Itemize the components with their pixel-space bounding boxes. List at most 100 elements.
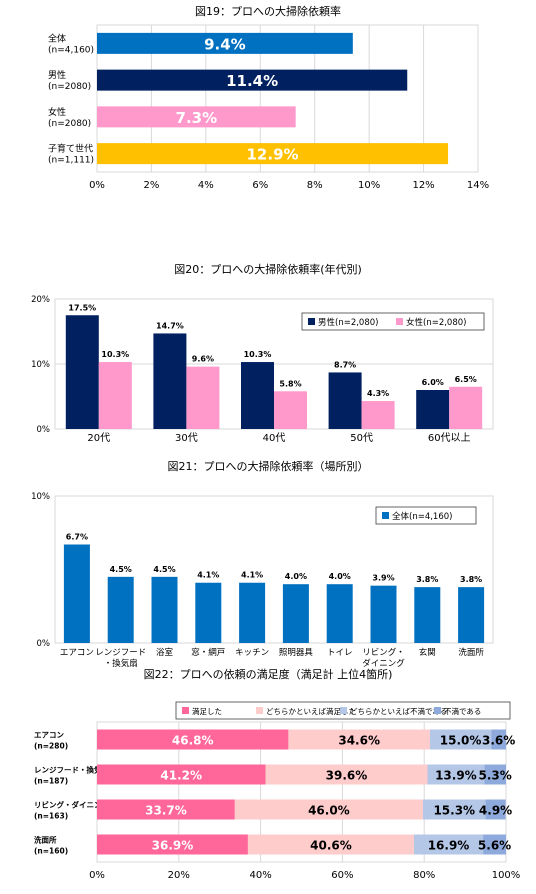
data-label: 5.6% xyxy=(478,839,511,853)
x-tick-label: 4% xyxy=(198,180,214,191)
data-label: 11.4% xyxy=(226,72,278,90)
data-label: 7.3% xyxy=(176,109,218,127)
data-label: 3.9% xyxy=(372,574,394,583)
x-tick-label: 80% xyxy=(413,870,435,881)
data-label: 34.6% xyxy=(338,734,380,748)
bar xyxy=(97,106,296,128)
y-tick-label: 20% xyxy=(31,295,50,305)
legend-swatch xyxy=(308,318,315,325)
legend-swatch xyxy=(256,707,263,714)
category-label: (n=160) xyxy=(34,847,68,856)
category-label: エアコン xyxy=(34,731,64,740)
data-label: 33.7% xyxy=(145,804,187,818)
category-label: (n=163) xyxy=(34,812,68,821)
data-label: 10.3% xyxy=(244,350,272,359)
bar xyxy=(370,585,397,643)
category-label: 窓・網戸 xyxy=(191,647,225,658)
bar xyxy=(282,584,309,643)
bar-segment xyxy=(491,729,506,750)
data-label: 6.0% xyxy=(422,378,444,387)
data-label: 6.5% xyxy=(455,375,477,384)
category-label: ダイニング xyxy=(362,658,405,669)
data-label: 14.7% xyxy=(156,321,184,330)
bar xyxy=(414,587,441,643)
bar-segment xyxy=(413,834,484,855)
x-tick-label: 14% xyxy=(467,180,489,191)
category-label: レンジフード・換気扇 xyxy=(34,765,109,775)
data-label: 5.8% xyxy=(279,379,301,388)
legend-label: 全体(n=4,160) xyxy=(392,511,452,522)
legend-label: どちらかといえば満足した xyxy=(266,707,356,716)
bar-segment xyxy=(427,764,485,785)
category-label: 玄関 xyxy=(419,647,436,658)
data-label: 5.3% xyxy=(479,769,512,783)
bar xyxy=(458,587,485,643)
data-label: 17.5% xyxy=(68,303,96,312)
bar xyxy=(241,362,274,429)
y-tick-label: 0% xyxy=(37,639,51,649)
data-label: 40.6% xyxy=(310,839,352,853)
bar xyxy=(326,584,353,643)
x-tick-label: 6% xyxy=(252,180,268,191)
data-label: 8.7% xyxy=(334,360,356,369)
legend-label: どちらかといえば不満である xyxy=(350,707,447,716)
bar-segment xyxy=(247,834,414,855)
bar xyxy=(449,386,483,429)
category-label: キッチン xyxy=(235,648,269,658)
data-label: 4.5% xyxy=(153,565,175,574)
bar-segment xyxy=(265,764,428,785)
data-label: 13.9% xyxy=(435,769,477,783)
bar xyxy=(274,391,307,429)
category-label: トイレ xyxy=(327,648,353,658)
category-label: (n=2080) xyxy=(48,82,91,92)
chart20: 0% 10% 20% 20代 17.5% 10.3% 30代 14.7% 9.6% 40代 10.3… xyxy=(31,295,494,444)
x-tick-label: 2% xyxy=(143,180,159,191)
data-label: 4.0% xyxy=(285,572,307,581)
data-label: 4.1% xyxy=(241,571,263,580)
bar-segment xyxy=(483,834,506,855)
legend-label: 満足した xyxy=(192,707,222,716)
data-label: 46.8% xyxy=(172,734,214,748)
x-tick-label: 8% xyxy=(307,180,323,191)
bar-segment xyxy=(97,799,235,820)
bar xyxy=(98,362,132,429)
legend-swatch xyxy=(382,512,389,519)
category-label: ・換気扇 xyxy=(104,658,138,669)
bar-segment xyxy=(422,799,486,820)
legend-swatch xyxy=(340,707,347,714)
bar xyxy=(97,143,449,165)
y-tick-label: 0% xyxy=(37,425,51,435)
chart20-title: 図20：プロへの大掃除依頼率(年代別) xyxy=(174,262,362,276)
legend-swatch xyxy=(434,707,441,714)
category-label: (n=4,160) xyxy=(48,45,94,55)
category-label: レンジフード xyxy=(95,648,146,658)
data-label: 15.0% xyxy=(440,734,482,748)
bar xyxy=(65,315,99,429)
bar xyxy=(107,576,134,643)
data-label: 15.3% xyxy=(433,804,475,818)
chart21-title: 図21：プロへの大掃除依頼率（場所別） xyxy=(168,459,369,473)
category-label: 浴室 xyxy=(156,647,174,658)
data-label: 4.1% xyxy=(197,571,219,580)
bar-segment xyxy=(97,834,248,855)
bar xyxy=(195,582,222,643)
x-tick-label: 10% xyxy=(358,180,380,191)
x-tick-label: 20% xyxy=(168,870,190,881)
bar-segment xyxy=(97,729,289,750)
category-label: リビング・ダイニング xyxy=(34,800,109,810)
data-label: 9.6% xyxy=(192,355,214,364)
legend-label: 男性(n=2,080) xyxy=(318,317,378,328)
bar-segment xyxy=(97,764,266,785)
legend-label: 不満である xyxy=(444,707,481,716)
chart19: 0% 2% 4% 6% 8% 10% 12% 14%全体(n=4,160) 9.4%男性(n=2… xyxy=(48,24,489,191)
y-tick-label: 10% xyxy=(31,492,50,502)
category-label: 60代以上 xyxy=(428,432,471,444)
data-label: 4.0% xyxy=(329,572,351,581)
data-label: 3.8% xyxy=(416,575,438,584)
category-label: 30代 xyxy=(175,432,198,444)
bar xyxy=(153,333,187,429)
legend xyxy=(301,312,485,331)
data-label: 4.5% xyxy=(110,565,132,574)
category-label: 洗面所 xyxy=(458,647,484,658)
